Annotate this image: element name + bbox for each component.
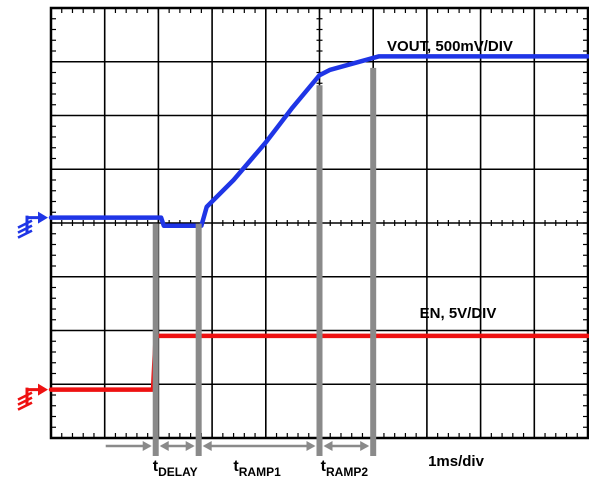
timing-label-tramp1: tRAMP1: [233, 458, 281, 479]
arrowhead-icon: [142, 441, 152, 451]
timing-label-subscript: DELAY: [158, 465, 198, 479]
arrowhead-icon: [185, 441, 195, 451]
arrowhead-icon: [360, 441, 370, 451]
vout-trace: [48, 54, 589, 228]
arrowhead-icon: [323, 441, 333, 451]
vout-ground-reference-icon: [17, 211, 48, 239]
trace-references: [17, 211, 48, 411]
timing-label-tdelay: tDELAY: [153, 458, 198, 479]
series-label-vout: VOUT, 500mV/DIV: [387, 38, 513, 55]
x-scale-label: 1ms/div: [428, 453, 485, 470]
arrowhead-icon: [159, 441, 169, 451]
en-ground-reference-icon: [17, 383, 48, 411]
series-label-en: EN, 5V/DIV: [420, 305, 497, 322]
timing-label-tramp2: tRAMP2: [321, 458, 369, 479]
timing-label-subscript: RAMP2: [326, 465, 368, 479]
arrowhead-icon: [202, 441, 212, 451]
arrowhead-icon: [306, 441, 316, 451]
timing-markers: tDELAY tRAMP1 tRAMP2: [105, 67, 377, 479]
timing-label-subscript: RAMP1: [239, 465, 281, 479]
